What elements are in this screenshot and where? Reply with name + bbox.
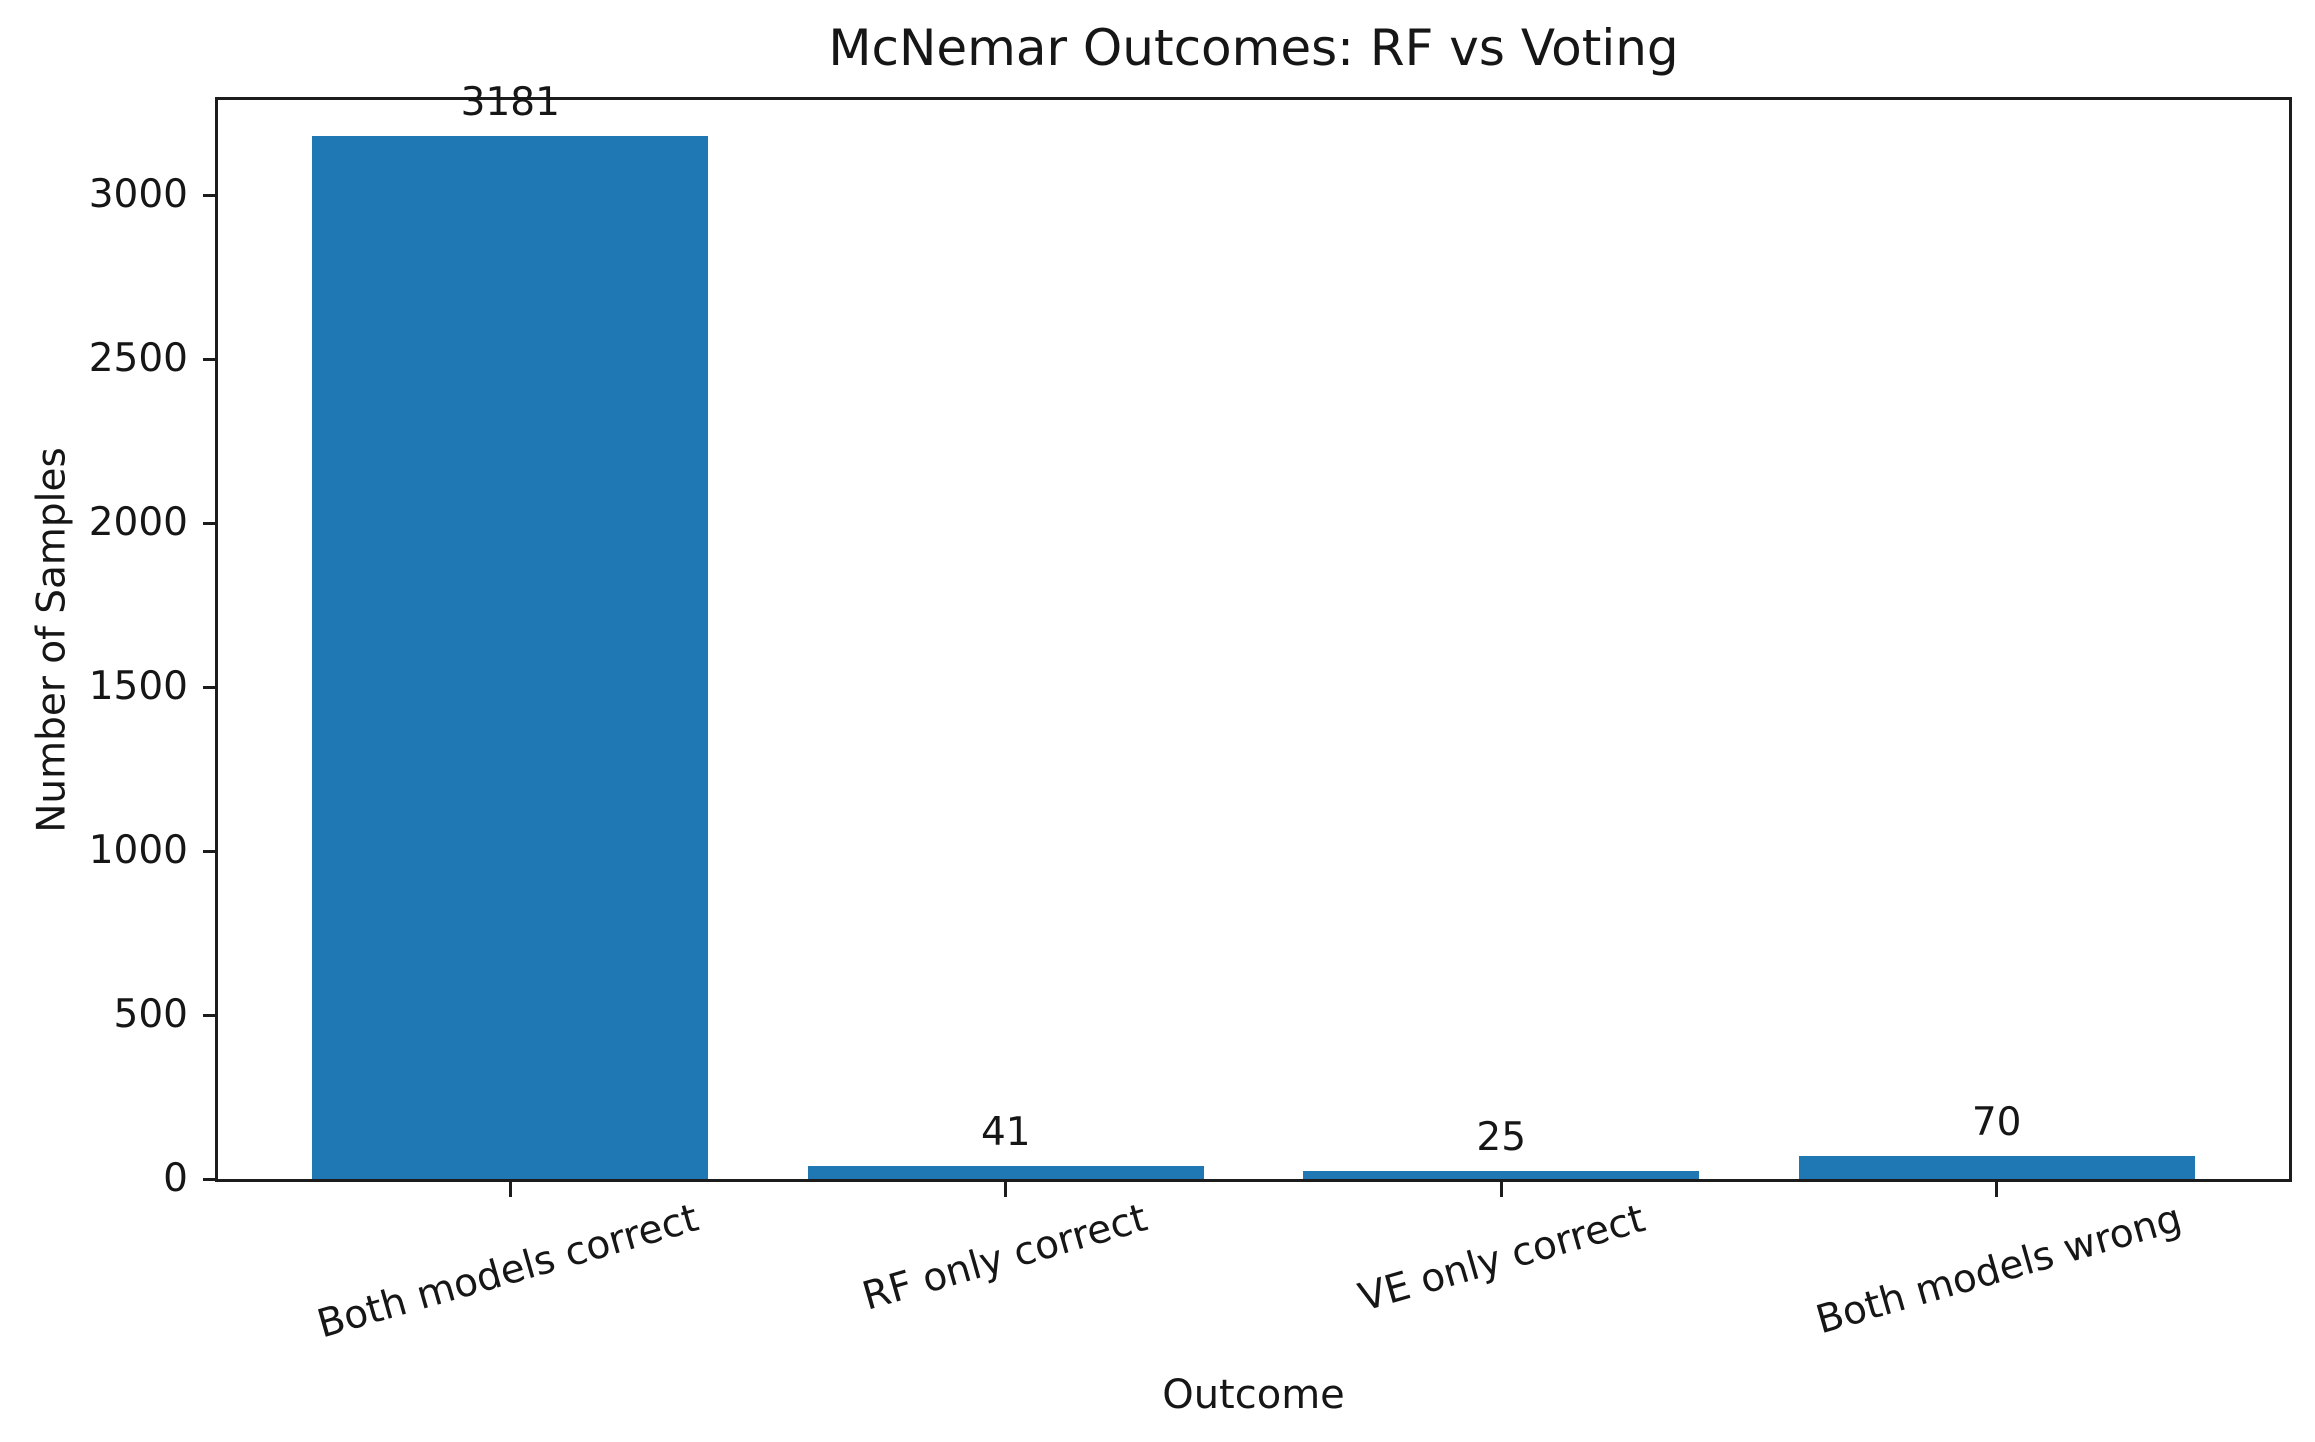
x-tick-label: RF only correct	[857, 1195, 1153, 1321]
bar	[1303, 1170, 1700, 1179]
bar	[807, 1165, 1204, 1179]
bar-value-label: 3181	[460, 80, 560, 126]
bar	[312, 136, 709, 1179]
y-tick-mark	[203, 357, 215, 361]
y-tick-label: 2000	[88, 500, 188, 546]
bar-value-label: 41	[980, 1109, 1031, 1155]
plot-area: 0 500 1000 1500 2000 2500 3000 3181 41 25 70	[89, 80, 2292, 1201]
x-tick-label: Both models wrong	[1811, 1196, 2187, 1344]
x-axis-label: Outcome	[1162, 1372, 1345, 1418]
y-axis-label: Number of Samples	[29, 447, 75, 833]
chart-title: McNemar Outcomes: RF vs Voting	[828, 19, 1679, 77]
y-tick-mark	[203, 521, 215, 525]
y-tick-mark	[203, 1013, 215, 1017]
x-tick-label: Both models correct	[312, 1196, 704, 1348]
y-tick-label: 0	[163, 1156, 188, 1201]
x-tick-labels-row: Both models correct RF only correct VE onl…	[215, 1182, 2292, 1402]
x-tick-mark	[508, 1182, 512, 1197]
x-tick-mark	[1499, 1182, 1503, 1197]
y-tick-mark	[203, 849, 215, 853]
bar-value-label: 70	[1971, 1100, 2022, 1146]
y-tick-mark	[203, 1177, 215, 1181]
x-tick-label: VE only correct	[1353, 1195, 1650, 1321]
y-tick-label: 500	[113, 992, 188, 1038]
x-tick-mark	[1004, 1182, 1008, 1197]
y-tick-label: 1000	[88, 828, 188, 874]
y-tick-mark	[203, 193, 215, 197]
x-tick-mark	[1995, 1182, 1999, 1197]
bar-value-label: 25	[1476, 1114, 1527, 1160]
bar	[1798, 1156, 2195, 1179]
y-tick-mark	[203, 685, 215, 689]
y-tick-label: 1500	[88, 664, 188, 710]
y-tick-label: 2500	[88, 336, 188, 382]
y-tick-label: 3000	[88, 172, 188, 218]
